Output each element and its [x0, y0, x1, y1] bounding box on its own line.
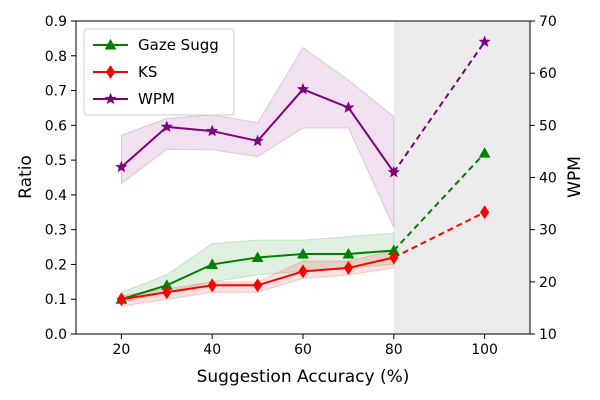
wpm-point [206, 124, 219, 137]
y-right-tick-label: 50 [539, 118, 557, 134]
wpm-point [342, 101, 355, 113]
y-left-tick-label: 0.0 [45, 327, 67, 343]
legend-box [83, 28, 235, 116]
shaded-region [393, 21, 530, 334]
y-right-tick-label: 70 [539, 14, 557, 30]
ks-confidence-band [120, 249, 395, 307]
y-right-tick-label: 30 [539, 223, 557, 239]
ks-projection-point [479, 205, 490, 220]
x-tick-label: 100 [471, 342, 498, 358]
x-tick-label: 80 [385, 342, 403, 358]
legend-entry-gaze-sugg: Gaze Sugg [93, 36, 219, 54]
ks-point [207, 278, 217, 293]
x-tick-label: 20 [112, 342, 130, 358]
gaze-sugg-projection-line [393, 152, 486, 252]
y-left-tick-label: 0.8 [45, 49, 67, 65]
y-left-tick-label: 0.1 [45, 292, 67, 308]
ks-point [343, 261, 354, 275]
wpm-projection-point [478, 35, 491, 47]
legend-marker-ks [105, 65, 116, 79]
gaze-sugg-projection-point [478, 147, 491, 158]
legend-label-ks: KS [138, 63, 157, 81]
x-axis-label: Suggestion Accuracy (%) [197, 367, 410, 387]
wpm-point [251, 134, 264, 147]
y-left-tick-label: 0.7 [45, 84, 67, 100]
y-axis-label-right: WPM [565, 156, 585, 198]
y-left-tick-label: 0.5 [45, 153, 67, 169]
wpm-point [160, 120, 173, 133]
legend: Gaze Sugg KS WPM [83, 28, 235, 116]
wpm-point [296, 82, 310, 95]
ks-point [116, 292, 127, 307]
y-right-tick-label: 60 [539, 66, 557, 82]
y-right-tick-label: 40 [539, 171, 557, 187]
wpm-projection-line [392, 41, 486, 173]
y-axis-label-left: Ratio [16, 155, 36, 199]
y-right-tick-label: 10 [539, 327, 557, 343]
ks-point [162, 285, 172, 300]
gaze-sugg-point [206, 258, 219, 269]
y-left-tick-label: 0.6 [45, 118, 67, 134]
legend-label-gaze-sugg: Gaze Sugg [138, 36, 219, 54]
legend-label-wpm: WPM [138, 90, 175, 108]
legend-marker-wpm [104, 92, 117, 105]
y-right-tick-label: 20 [539, 275, 557, 291]
ks-point [252, 278, 263, 293]
gaze-sugg-point [342, 247, 355, 259]
wpm-point [115, 160, 128, 173]
y-left-tick-label: 0.4 [45, 188, 67, 204]
y-left-tick-label: 0.2 [45, 257, 67, 273]
ks-point [389, 250, 399, 265]
legend-marker-gaze-sugg [104, 38, 117, 50]
y-left-tick-label: 0.9 [45, 14, 67, 30]
y-left-tick-label: 0.3 [45, 223, 67, 239]
x-tick-label: 40 [203, 342, 221, 358]
ks-point [298, 264, 308, 279]
wpm-point [387, 165, 400, 178]
legend-entry-ks: KS [93, 63, 157, 81]
gaze-sugg-confidence-band [120, 232, 395, 304]
ks-projection-line [393, 211, 486, 259]
gaze-sugg-point [251, 251, 264, 262]
x-tick-label: 60 [294, 342, 312, 358]
legend-entry-wpm: WPM [93, 90, 175, 108]
gaze-sugg-point [297, 247, 309, 259]
